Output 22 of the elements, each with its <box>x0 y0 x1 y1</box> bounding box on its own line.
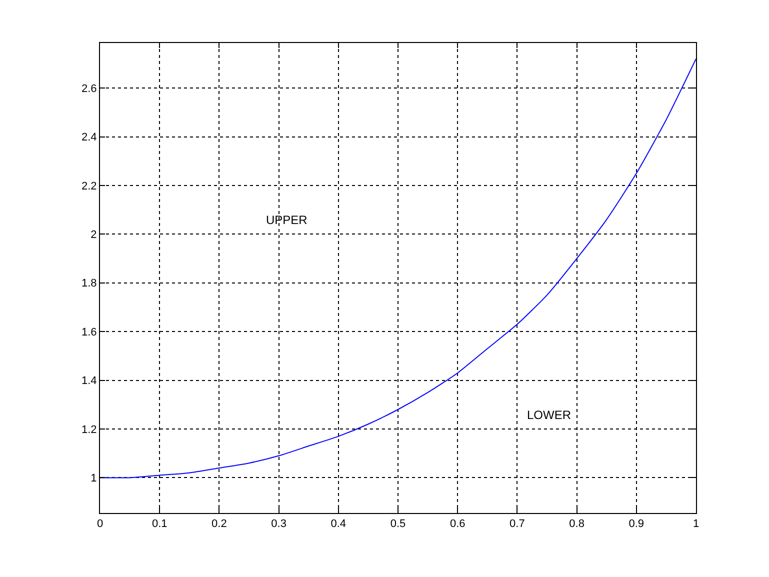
x-tick-label: 0.4 <box>330 518 346 530</box>
x-tick-label: 0.8 <box>569 518 584 530</box>
x-tick-label: 0.7 <box>510 518 525 530</box>
y-tick-label: 1.6 <box>82 326 97 338</box>
x-tick-label: 0.5 <box>390 518 406 530</box>
x-tick-label: 0 <box>96 518 104 530</box>
y-tick-label: 2.4 <box>82 132 97 144</box>
x-tick-label: 0.1 <box>152 518 168 530</box>
y-tick-label: 1.8 <box>82 278 97 290</box>
y-tick-label: 1.2 <box>82 424 97 436</box>
annotation: UPPER <box>266 213 308 227</box>
x-tick-label: 1 <box>692 518 700 530</box>
y-tick-label: 2 <box>90 229 97 242</box>
annotation: LOWER <box>527 408 572 422</box>
y-tick-label: 2.2 <box>82 180 97 192</box>
x-tick-label: 0.6 <box>450 518 466 530</box>
y-tick-label: 1.4 <box>82 375 97 388</box>
x-tick-label: 0.3 <box>271 518 286 530</box>
y-tick-label: 2.6 <box>82 82 97 95</box>
x-tick-label: 0.2 <box>212 518 227 530</box>
x-tick-label: 0.9 <box>628 518 644 530</box>
y-tick-label: 1 <box>90 472 97 485</box>
